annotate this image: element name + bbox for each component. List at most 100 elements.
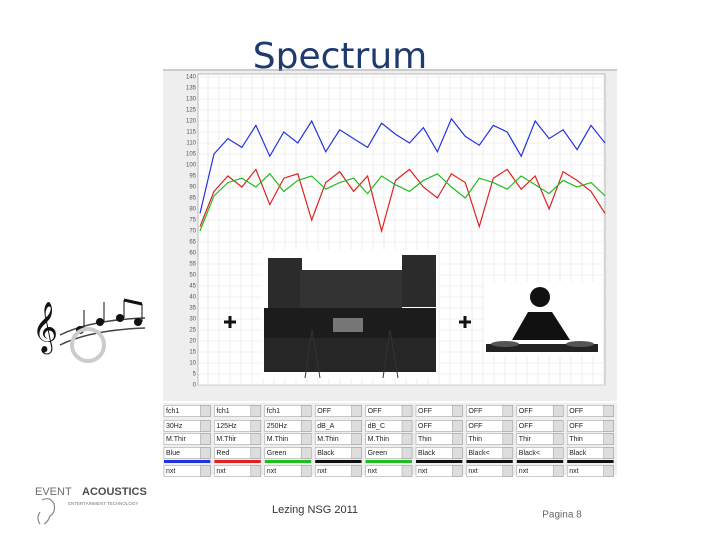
y-tick-label: 0 [193,383,197,389]
dropdown-button [351,433,362,445]
dropdown-button [452,433,463,445]
y-tick-label: 40 [189,295,196,301]
y-tick-label: 80 [189,207,196,213]
dropdown-button [200,433,211,445]
spectrum-line [199,172,606,232]
dropdown-button [300,465,312,477]
dropdown-button [502,465,514,477]
y-tick-label: 105 [186,152,197,158]
dropdown-button [200,405,211,417]
y-tick-label: 135 [186,86,197,92]
dropdown-button [300,447,312,459]
dropdown-value: Black [418,450,436,457]
dropdown-button [603,465,614,477]
dropdown-value: Black [317,450,335,457]
dropdown-value: Black< [519,450,540,457]
dropdown-value: nxt [267,468,276,475]
dropdown-value: 125Hz [216,423,237,430]
dropdown-button [452,405,463,417]
dropdown-button [250,420,262,432]
dropdown-value: nxt [519,468,528,475]
dropdown-value: Thin [468,436,482,443]
dropdown-button [401,405,413,417]
y-tick-label: 90 [189,185,196,191]
dropdown-value: OFF [519,423,533,430]
color-bar [315,460,362,463]
slide-title: Spectrum [253,36,427,77]
y-tick-label: 75 [189,218,196,224]
y-tick-label: 30 [189,317,196,323]
y-tick-label: 65 [189,240,196,246]
speaker-stack [262,250,438,379]
dropdown-button [401,447,413,459]
y-tick-label: 140 [186,75,197,81]
dropdown-button [250,465,262,477]
color-bar [365,460,412,463]
logo-tagline: ENTERTAINMENT TECHNOLOGY [68,501,138,506]
dropdown-button [603,433,614,445]
dropdown-value: nxt [468,468,477,475]
dropdown-value: M.Thir [166,436,187,443]
dropdown-value: nxt [418,468,427,475]
y-tick-label: 60 [189,251,196,257]
dropdown-value: Thir [519,436,532,443]
y-tick-label: 85 [189,196,196,202]
dropdown-value: OFF [569,408,583,415]
dropdown-value: fch1 [166,408,179,415]
plus-signs [224,316,471,328]
footer-page: Pagina 8 [542,510,582,521]
dropdown-value: OFF [418,408,432,415]
dj-icon [484,282,602,356]
dropdown-button [552,447,564,459]
y-tick-label: 50 [189,273,196,279]
dropdown-button [250,447,262,459]
dropdown-button [250,405,262,417]
dropdown-value: OFF [519,408,533,415]
dropdown-button [200,420,211,432]
y-tick-label: 70 [189,229,196,235]
dropdown-value: 30Hz [166,423,183,430]
dropdown-button [603,405,614,417]
dropdown-button [452,447,463,459]
music-notes: 𝄞 [28,295,150,365]
color-bar [466,460,513,463]
dropdown-button [603,447,614,459]
spectrum-line [199,168,606,234]
dropdown-value: nxt [317,468,326,475]
y-tick-label: 15 [189,350,196,356]
y-tick-label: 120 [186,119,197,125]
logo: EVENT ACOUSTICS ENTERTAINMENT TECHNOLOGY [35,486,147,525]
dropdown-button [351,465,362,477]
dropdown-value: OFF [468,408,482,415]
dropdown-value: Green [267,450,287,457]
dropdown-value: OFF [317,408,331,415]
y-tick-label: 35 [189,306,196,312]
dropdown-value: OFF [418,423,432,430]
dropdown-value: M.Thin [368,436,390,443]
y-tick-label: 125 [186,108,197,114]
color-bar [567,460,614,463]
dropdown-button [552,433,564,445]
color-bar [164,460,211,463]
dropdown-value: Green [368,450,388,457]
dropdown-button [552,405,564,417]
dropdown-value: dB_C [368,423,386,430]
y-tick-label: 95 [189,174,196,180]
color-bar [264,460,312,463]
logo-name-b: ACOUSTICS [82,486,147,498]
svg-text:𝄞: 𝄞 [32,302,58,355]
color-bar [214,460,261,463]
dropdown-value: OFF [368,408,382,415]
dropdown-button [452,420,463,432]
dropdown-value: M.Thin [267,436,289,443]
dropdown-value: fch1 [267,408,280,415]
dropdown-button [502,420,514,432]
y-tick-label: 5 [193,372,197,378]
dropdown-button [552,465,564,477]
dropdown-button [552,420,564,432]
dropdown-value: Thin [569,436,583,443]
dropdown-value: nxt [166,468,175,475]
dropdown-value: nxt [216,468,225,475]
